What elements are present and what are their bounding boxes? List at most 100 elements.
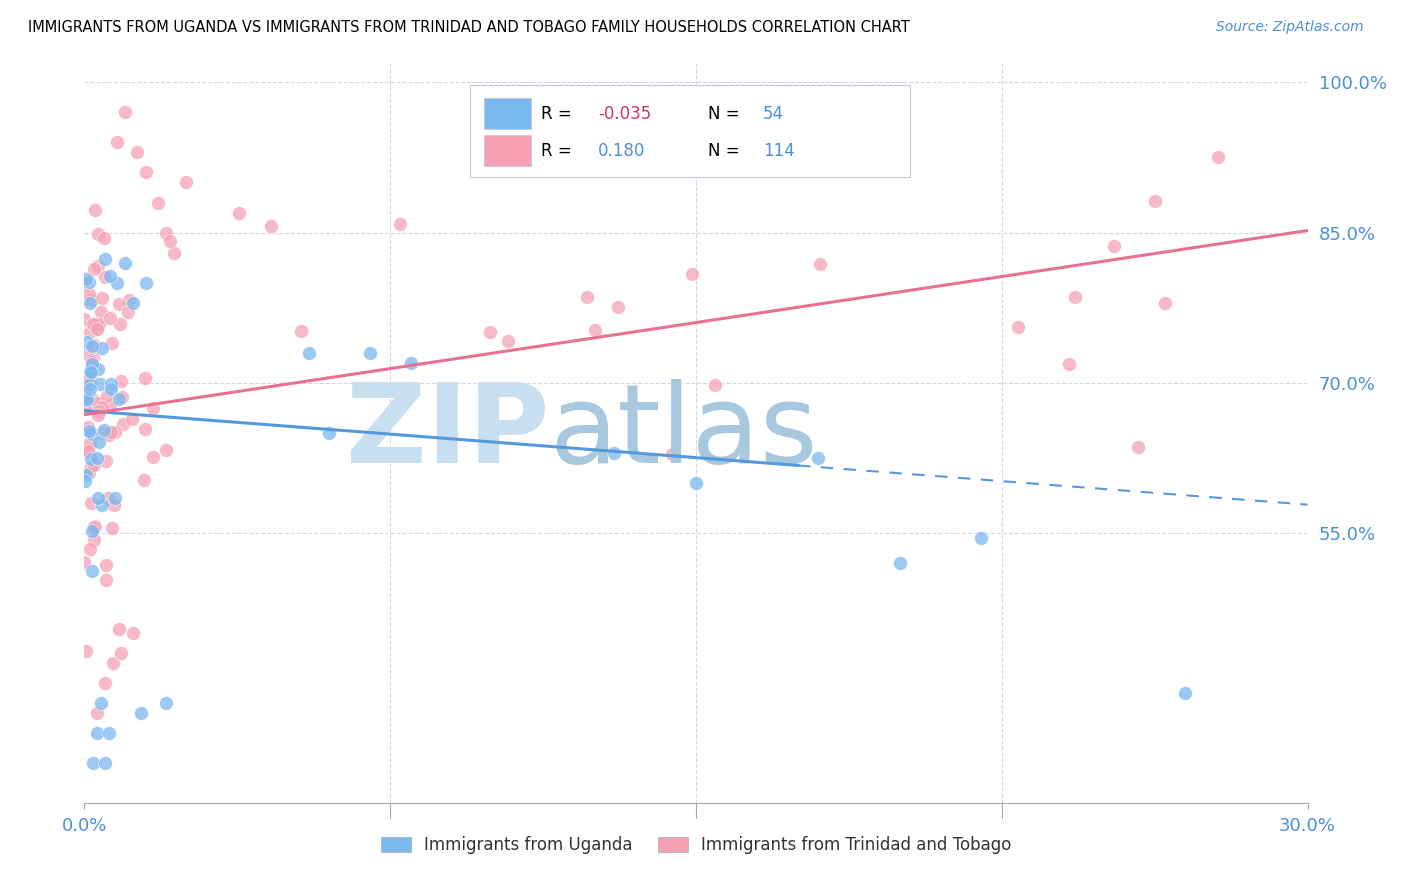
Point bbox=[103, 498, 125, 512]
Point bbox=[399, 355, 422, 369]
Point bbox=[97, 491, 120, 505]
Point bbox=[83, 533, 105, 547]
Point bbox=[86, 322, 108, 336]
Point bbox=[118, 293, 141, 307]
Point bbox=[108, 317, 131, 331]
Point bbox=[79, 383, 101, 397]
Bar bbox=[484, 98, 531, 129]
Point bbox=[110, 646, 132, 660]
Point bbox=[1174, 686, 1197, 700]
Point bbox=[108, 297, 131, 311]
FancyBboxPatch shape bbox=[470, 85, 910, 178]
Point bbox=[80, 365, 103, 379]
Point bbox=[681, 267, 703, 281]
Point bbox=[104, 425, 127, 440]
Point bbox=[93, 270, 115, 285]
Point bbox=[685, 475, 707, 490]
Point bbox=[76, 394, 98, 409]
Point bbox=[100, 382, 122, 396]
Point bbox=[80, 496, 103, 510]
Point bbox=[77, 443, 100, 458]
Point bbox=[661, 447, 683, 461]
Point bbox=[93, 756, 115, 770]
Point bbox=[90, 400, 112, 414]
Point bbox=[606, 300, 628, 314]
Text: ZIP: ZIP bbox=[346, 379, 550, 486]
Point bbox=[155, 696, 177, 710]
Point bbox=[388, 217, 411, 231]
Point bbox=[260, 219, 283, 233]
Point bbox=[91, 342, 114, 356]
Point bbox=[1126, 440, 1149, 454]
Point bbox=[76, 392, 98, 406]
Point bbox=[87, 403, 110, 417]
Point bbox=[121, 412, 143, 426]
Point bbox=[318, 425, 340, 440]
Point bbox=[101, 335, 124, 350]
Point bbox=[79, 452, 101, 467]
Point bbox=[808, 257, 831, 271]
Point bbox=[73, 311, 96, 326]
Point bbox=[104, 491, 127, 505]
Point bbox=[94, 573, 117, 587]
Point bbox=[75, 277, 97, 291]
Point bbox=[77, 275, 100, 289]
Point bbox=[122, 295, 145, 310]
Point bbox=[132, 473, 155, 487]
Point bbox=[75, 392, 97, 407]
Point bbox=[134, 422, 156, 436]
Point bbox=[77, 467, 100, 481]
Point bbox=[496, 334, 519, 348]
Point bbox=[163, 245, 186, 260]
Point bbox=[108, 392, 131, 406]
Point bbox=[75, 370, 97, 384]
Point bbox=[131, 706, 153, 720]
Point bbox=[73, 474, 96, 488]
Point bbox=[93, 423, 115, 437]
Point bbox=[290, 324, 312, 338]
Point bbox=[80, 564, 103, 578]
Point bbox=[87, 396, 110, 410]
Point bbox=[79, 436, 101, 450]
Point bbox=[142, 401, 165, 415]
Point bbox=[83, 458, 105, 472]
Point bbox=[114, 255, 136, 269]
Point bbox=[807, 450, 830, 465]
Point bbox=[155, 443, 177, 458]
Point bbox=[1064, 290, 1087, 304]
Point bbox=[1007, 320, 1029, 334]
Text: -0.035: -0.035 bbox=[598, 104, 651, 122]
Point bbox=[82, 317, 104, 331]
Point bbox=[134, 370, 156, 384]
Point bbox=[83, 261, 105, 276]
Point bbox=[79, 326, 101, 340]
Point bbox=[98, 268, 121, 283]
Point bbox=[87, 362, 110, 376]
Point bbox=[135, 165, 157, 179]
Point bbox=[83, 520, 105, 534]
Point bbox=[75, 272, 97, 286]
Text: Source: ZipAtlas.com: Source: ZipAtlas.com bbox=[1216, 20, 1364, 34]
Point bbox=[110, 374, 132, 388]
Point bbox=[1102, 239, 1125, 253]
Point bbox=[93, 675, 115, 690]
Text: N =: N = bbox=[709, 142, 745, 160]
Point bbox=[73, 384, 96, 398]
Point bbox=[117, 305, 139, 319]
Point bbox=[91, 425, 114, 440]
Point bbox=[76, 346, 98, 360]
Point bbox=[80, 460, 103, 475]
Point bbox=[889, 556, 911, 570]
Point bbox=[80, 352, 103, 367]
Point bbox=[114, 105, 136, 120]
Text: R =: R = bbox=[541, 104, 576, 122]
Point bbox=[122, 625, 145, 640]
Point bbox=[155, 226, 177, 240]
Point bbox=[86, 706, 108, 720]
Point bbox=[76, 334, 98, 349]
Point bbox=[135, 276, 157, 290]
Point bbox=[107, 622, 129, 636]
Point bbox=[90, 499, 112, 513]
Point bbox=[703, 378, 725, 392]
Text: N =: N = bbox=[709, 104, 745, 122]
